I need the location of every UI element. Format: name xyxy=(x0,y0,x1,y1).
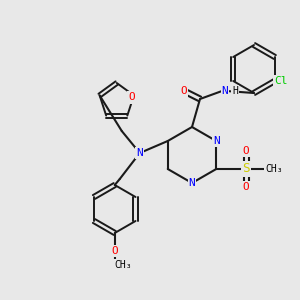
Text: CH₃: CH₃ xyxy=(266,164,283,174)
Text: H: H xyxy=(232,86,238,96)
Text: N: N xyxy=(213,136,220,146)
Text: O: O xyxy=(111,246,118,256)
Text: O: O xyxy=(128,92,135,102)
Text: O: O xyxy=(181,86,188,96)
Text: N: N xyxy=(189,178,195,188)
Text: O: O xyxy=(243,182,250,192)
Text: N: N xyxy=(136,148,143,158)
Text: Cl: Cl xyxy=(274,76,287,86)
Text: CH₃: CH₃ xyxy=(114,260,132,270)
Text: S: S xyxy=(242,163,250,176)
Text: O: O xyxy=(243,146,250,156)
Text: N: N xyxy=(222,86,228,96)
